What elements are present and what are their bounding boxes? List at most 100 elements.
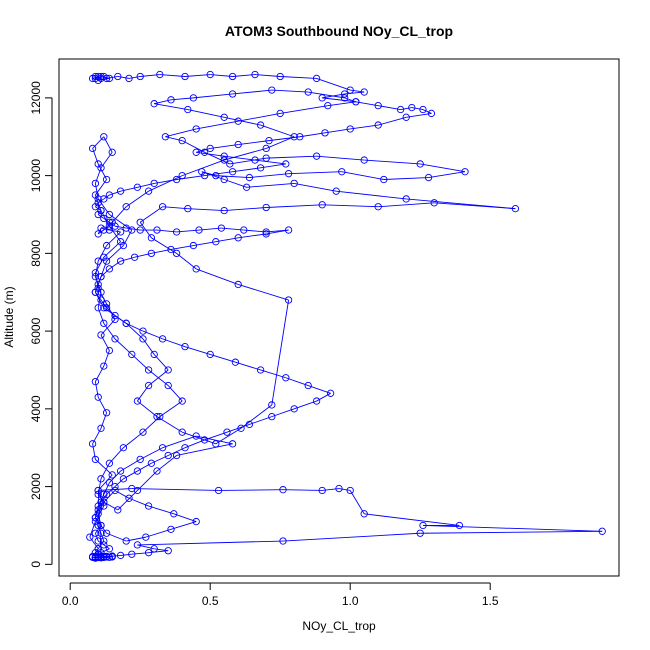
series-line-segment [131,488,219,491]
series-line-segment [139,447,163,460]
data-point [220,175,228,184]
data-point [167,96,175,104]
series-line-segment [322,97,356,103]
series-line-segment [243,229,267,233]
data-point [206,70,214,79]
data-point [419,521,427,530]
series-line-segment [235,361,261,371]
series-line-segment [238,284,289,301]
series-line-segment [271,408,295,418]
series-line-segment [89,521,96,538]
series-line-segment [95,291,102,301]
series-line-segment [182,159,225,177]
y-tick-label: 8000 [29,240,43,267]
series-line-segment [94,167,102,184]
data-point [172,451,181,460]
series-line-segment [109,229,121,233]
series-layer [86,70,606,562]
series-line-segment [162,435,197,449]
series-line-segment [170,245,194,250]
data-point [133,183,142,191]
data-point [290,405,298,413]
series-line-segment [123,431,144,449]
data-point [91,529,100,537]
series-line-segment [94,509,99,518]
series-line-segment [400,107,412,110]
data-point [220,152,228,160]
series-line-segment [240,404,273,429]
series-line-segment [176,253,197,270]
data-point [340,94,349,102]
data-point [116,467,125,475]
data-point [276,109,284,118]
data-point [97,475,105,483]
series-line-segment [97,210,102,215]
data-point [234,117,242,125]
y-tick-label: 4000 [29,395,43,422]
series-line-segment [148,369,169,386]
series-line-segment [137,470,158,491]
data-point [296,133,304,141]
series-line-segment [229,157,267,165]
data-point [97,424,105,432]
data-point [240,226,248,234]
data-point [172,228,181,236]
data-point [105,459,114,467]
data-point [304,381,312,390]
data-point [268,412,276,421]
series-line-segment [125,323,144,340]
data-point [119,241,128,250]
series-line-segment [94,183,99,200]
data-point [105,545,114,553]
series-line-segment [165,128,197,138]
series-line-segment [103,241,121,258]
series-line-segment [103,350,110,367]
series-line-segment [221,227,244,231]
series-line-segment [238,112,281,122]
data-point [91,514,100,522]
data-point [158,203,167,211]
data-point [332,187,340,195]
data-point [105,226,114,234]
data-point [324,101,332,110]
series-line-segment [97,307,105,324]
data-point [262,203,270,212]
series-line-segment [349,490,365,515]
data-point [192,148,200,156]
series-line-segment [114,225,127,229]
data-point [226,160,234,168]
series-line-segment [100,412,108,429]
data-point [430,199,438,207]
series-line-segment [94,381,99,398]
series-line-segment [154,548,169,552]
series-line-segment [224,179,247,188]
data-point [178,397,186,405]
series-line-segment [176,443,233,456]
series-line-segment [97,292,102,308]
series-line-segment [120,553,132,556]
data-point [312,152,321,160]
data-point [133,397,142,405]
data-point [312,397,321,405]
plot-area [86,70,606,562]
series-line-segment [125,190,149,208]
data-point [195,226,203,234]
data-point [374,121,382,129]
x-tick-label: 1.5 [482,594,499,608]
data-point [144,549,153,557]
series-line-segment [232,74,256,77]
data-point [116,551,125,560]
data-point [97,288,105,296]
data-point [228,72,237,81]
data-point [279,537,287,545]
series-line-segment [95,365,105,382]
data-point [360,156,368,164]
series-line-segment [198,227,222,231]
y-axis-label: Altitude (m) [2,286,16,347]
data-point [105,553,114,561]
series-line-segment [364,159,421,165]
data-point [262,144,270,153]
data-point [228,440,237,448]
data-point [461,168,469,176]
series-line-segment [316,78,351,91]
